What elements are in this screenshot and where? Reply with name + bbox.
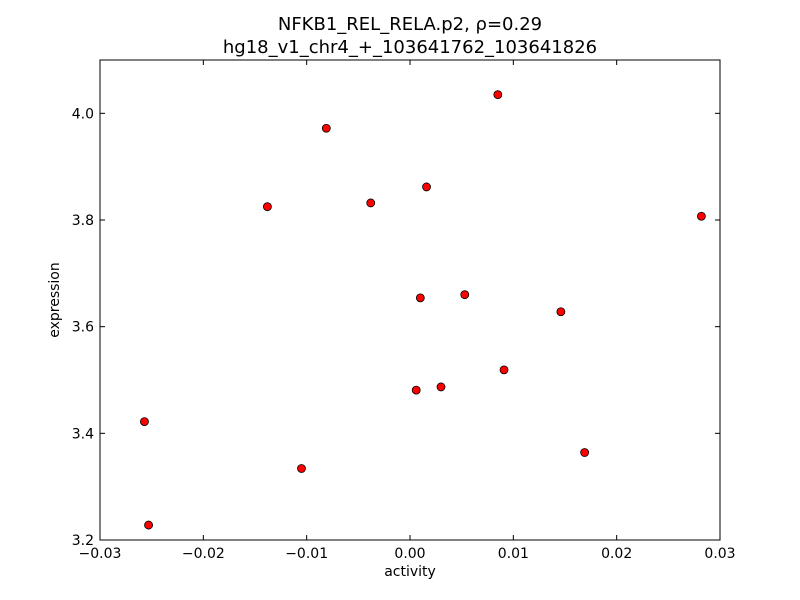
data-point bbox=[556, 307, 566, 317]
y-axis-label: expression bbox=[47, 262, 63, 338]
x-tick-label: −0.02 bbox=[182, 546, 225, 562]
y-tick-label: 3.8 bbox=[72, 213, 94, 229]
data-point bbox=[422, 182, 431, 192]
data-point bbox=[262, 202, 272, 212]
data-point bbox=[366, 198, 376, 208]
plot-frame bbox=[99, 59, 721, 541]
data-point bbox=[580, 448, 590, 457]
x-tick-label: 0.03 bbox=[704, 546, 735, 562]
chart-title-line1: NFKB1_REL_RELA.p2, ρ=0.29 bbox=[278, 14, 542, 35]
data-point bbox=[697, 211, 706, 221]
data-point bbox=[436, 382, 446, 392]
data-point bbox=[493, 90, 503, 100]
y-tick-label: 3.6 bbox=[72, 320, 94, 336]
x-axis-label: activity bbox=[384, 564, 436, 580]
data-point bbox=[411, 385, 421, 395]
x-tick-label: −0.03 bbox=[79, 546, 122, 562]
axis-ticks: −0.03 −0.02 −0.01 0.00 0.01 0.02 0.03 3.2 3.4 3.6… bbox=[72, 60, 736, 562]
y-tick-label: 3.2 bbox=[72, 533, 94, 549]
data-point bbox=[297, 464, 306, 473]
x-tick-label: 0.02 bbox=[601, 546, 632, 562]
x-tick-label: −0.01 bbox=[285, 546, 328, 562]
data-point bbox=[144, 520, 153, 530]
data-points bbox=[140, 90, 706, 530]
data-point bbox=[499, 365, 509, 375]
x-tick-label: 0.00 bbox=[394, 546, 425, 562]
plot-area bbox=[100, 60, 720, 540]
y-tick-label: 3.4 bbox=[72, 426, 94, 442]
data-point bbox=[140, 417, 149, 427]
data-point bbox=[415, 293, 425, 303]
x-tick-label: 0.01 bbox=[498, 546, 529, 562]
data-point bbox=[460, 290, 470, 300]
y-tick-label: 4.0 bbox=[72, 106, 94, 122]
data-point bbox=[321, 123, 331, 133]
chart-title-line2: hg18_v1_chr4_+_103641762_103641826 bbox=[223, 37, 597, 58]
